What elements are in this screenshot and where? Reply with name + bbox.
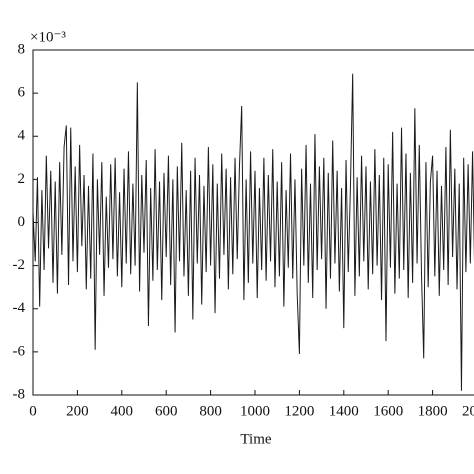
x-tick-label: 0 [29,403,37,419]
x-tick-label: 2000 [462,403,474,419]
x-tick-label: 200 [66,403,89,419]
x-tick-label: 1600 [373,403,403,419]
y-tick-label: -2 [13,257,26,273]
y-tick-label: 6 [18,85,26,101]
plot-frame [32,49,474,396]
x-tick-label: 1400 [329,403,359,419]
x-tick-label: 800 [199,403,222,419]
x-tick-label: 400 [111,403,134,419]
x-tick-label: 1800 [418,403,448,419]
y-tick-label: 2 [18,171,26,187]
x-axis-label: Time [240,431,271,447]
x-tick-label: 1200 [284,403,314,419]
y-tick-label: 0 [18,214,26,230]
y-tick-label: 8 [18,41,26,57]
y-tick-label: 4 [18,128,26,144]
y-multiplier: ×10⁻³ [30,29,66,45]
y-tick-label: -6 [13,343,26,359]
data-line [32,73,474,391]
y-tick-label: -4 [13,300,26,316]
y-tick-label: -8 [13,386,26,402]
x-tick-label: 600 [155,403,178,419]
x-tick-label: 1000 [240,403,270,419]
